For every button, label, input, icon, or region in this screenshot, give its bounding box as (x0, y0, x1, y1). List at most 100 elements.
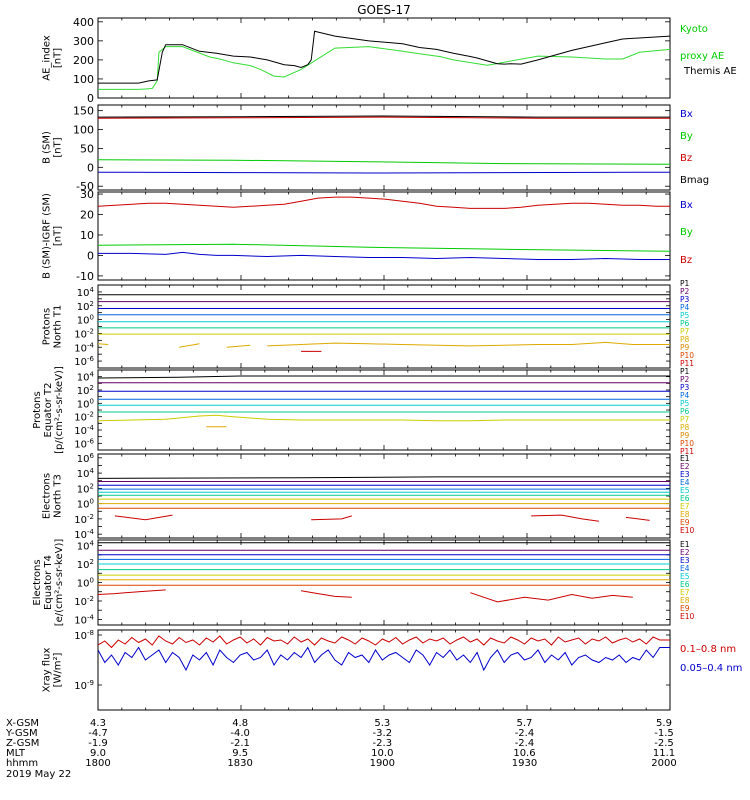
panel-frame (97, 539, 671, 626)
series-line-e10 (98, 589, 166, 595)
legend-entry: E9 (680, 604, 690, 613)
series-group (98, 375, 670, 428)
legend-entry: E2 (680, 462, 690, 471)
y-axis-label: B (SM) (42, 131, 53, 164)
x-axis-value: 4.8 (232, 718, 248, 729)
y-tick-label: 10-4 (74, 528, 94, 541)
legend-entry: E10 (680, 526, 695, 535)
series-line-e10 (625, 516, 650, 521)
legend-entry: P5 (680, 399, 690, 408)
y-axis-label: B (SM)-IGRF (SM) (42, 193, 53, 279)
legend-entry: P7 (680, 415, 690, 424)
x-axis-row-label: MLT (6, 748, 26, 759)
legend-entry: E4 (680, 478, 690, 487)
legend-entry: proxy AE (680, 51, 724, 62)
legend-entry: P9 (680, 343, 690, 352)
series-group (98, 196, 670, 260)
y-tick-label: 10-2 (74, 327, 94, 340)
legend-entry: P10 (680, 439, 694, 448)
panel-frame (97, 369, 671, 451)
legend-entry: E6 (680, 494, 690, 503)
series-line-p8 (98, 343, 109, 345)
legend-entry: E5 (680, 486, 690, 495)
y-axis-label: AE_index (42, 35, 53, 81)
panel-8: 10-8 10-9 Xray flux [W/m²] 0.1–0.8 nm 0.05–0.… (42, 629, 742, 711)
legend-entry: P3 (680, 295, 690, 304)
y-tick-label: 10-2 (74, 513, 94, 526)
x-axis-value: 1930 (512, 758, 537, 769)
series-line-bmag (98, 115, 670, 118)
legend-entry: P11 (680, 359, 694, 368)
y-tick-label: 104 (77, 286, 95, 299)
y-tick-label: 10-4 (74, 341, 94, 354)
series-line-0-1-0-8-nm (98, 635, 670, 649)
y-tick-label: 150 (73, 105, 94, 118)
y-tick-label: 102 (77, 558, 94, 571)
panel-3: 30 20 10 0 -10 B (SM)-IGRF (SM) [nT] Bx By Bz (42, 188, 693, 283)
y-axis-label: Equator T4 (43, 555, 54, 610)
legend-entry: P9 (680, 431, 690, 440)
series-line-e1 (98, 476, 670, 479)
y-tick-label: 104 (77, 540, 95, 553)
y-tick-label: 100 (77, 577, 94, 590)
x-axis-value: -2.1 (230, 738, 250, 749)
legend-entry: P11 (680, 447, 694, 456)
legend-entry: P3 (680, 383, 690, 392)
series-line-p8 (267, 341, 670, 347)
legend-entry: By (680, 227, 693, 238)
y-tick-label: 100 (77, 498, 94, 511)
x-axis-value: 1800 (85, 758, 110, 769)
y-tick-label: 10-2 (74, 595, 94, 608)
y-axis-label: [nT] (53, 226, 64, 246)
panel-frame (97, 629, 671, 711)
x-axis-value: 5.7 (517, 718, 533, 729)
legend-entry: 0.05–0.4 nm (680, 663, 742, 674)
panel-frame (97, 284, 671, 369)
y-tick-label: 100 (77, 397, 94, 410)
y-axis-label: [W/m²] (53, 652, 64, 687)
series-line-by (98, 159, 670, 165)
legend-entry: E7 (680, 502, 690, 511)
x-axis-value: 10.0 (371, 748, 393, 759)
legend-entry: E8 (680, 510, 690, 519)
series-group (98, 115, 670, 174)
x-axis-value: -2.4 (515, 738, 535, 749)
y-axis-label: Protons (42, 308, 53, 345)
legend-entry: P4 (680, 391, 690, 400)
x-axis-value: 1830 (227, 758, 252, 769)
y-tick-label: 200 (73, 54, 94, 67)
legend-entry: P4 (680, 303, 690, 312)
x-axis-value: 2000 (651, 758, 676, 769)
legend-entry: E6 (680, 580, 690, 589)
legend-entry: P2 (680, 375, 690, 384)
series-group (98, 294, 670, 352)
y-tick-label: 100 (77, 314, 94, 327)
x-axis-value: -1.5 (654, 728, 674, 739)
series-line-p1 (98, 375, 670, 379)
series-line-bx (98, 171, 670, 174)
y-tick-label: 30 (80, 188, 94, 201)
y-tick-label: 100 (73, 124, 94, 137)
x-axis-value: -4.0 (230, 728, 250, 739)
legend-entry: Kyoto (680, 24, 708, 35)
series-line-themis-ae (98, 30, 670, 84)
panel-frame (97, 191, 671, 281)
date-label: 2019 May 22 (6, 769, 71, 780)
series-line-0-05-0-4-nm (98, 646, 670, 672)
series-line-p7 (98, 414, 670, 422)
legend-entry: By (680, 131, 693, 142)
x-axis-value: 11.1 (653, 748, 675, 759)
legend-entry: E5 (680, 572, 690, 581)
y-tick-label: 0 (87, 161, 94, 174)
series-group (98, 542, 670, 603)
x-axis-value: 1900 (370, 758, 395, 769)
legend-entry: P8 (680, 335, 690, 344)
legend-entry: P1 (680, 367, 690, 376)
y-tick-label: 100 (73, 73, 94, 86)
series-group (98, 30, 670, 90)
legend-entry: Themis AE (683, 66, 737, 77)
y-tick-label: 10 (80, 229, 94, 242)
y-axis-label: Xray flux (42, 648, 53, 693)
